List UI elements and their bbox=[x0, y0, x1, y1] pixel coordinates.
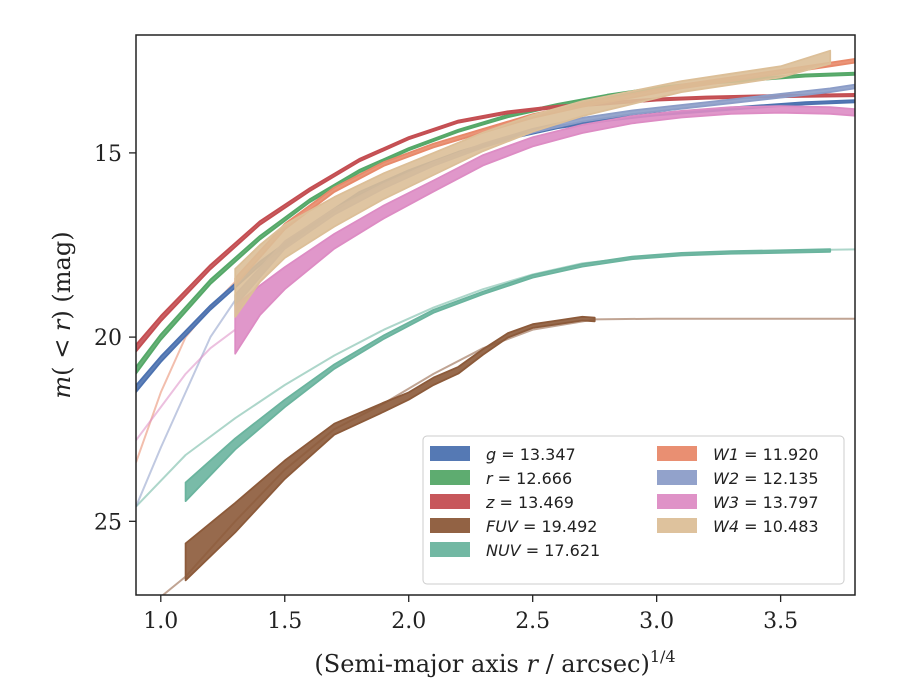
legend-label-g: g = 13.347 bbox=[486, 445, 576, 464]
legend-swatch-w4 bbox=[657, 518, 697, 533]
legend-swatch-nuv bbox=[430, 542, 470, 557]
x-tick-label: 3.5 bbox=[763, 609, 798, 634]
x-tick-label: 1.5 bbox=[267, 609, 302, 634]
legend-label-z: z = 13.469 bbox=[485, 493, 574, 512]
y-tick-label: 25 bbox=[94, 510, 122, 535]
series-nuv-band bbox=[184, 248, 832, 503]
legend-swatch-r bbox=[430, 470, 470, 485]
legend-label-r: r = 12.666 bbox=[486, 469, 572, 488]
legend-label-nuv: NUV = 17.621 bbox=[486, 541, 600, 560]
x-tick-label: 2.5 bbox=[515, 609, 550, 634]
legend: g = 13.347 r = 12.666 z = 13.469 FUV = 19.4… bbox=[422, 435, 845, 585]
legend-label-fuv: FUV = 19.492 bbox=[486, 517, 597, 536]
legend-frame bbox=[422, 435, 845, 585]
legend-label-w1: W1 = 11.920 bbox=[713, 445, 819, 464]
series-w4-band bbox=[234, 49, 832, 318]
legend-label-w2: W2 = 12.135 bbox=[713, 469, 819, 488]
series-fuv-band bbox=[184, 315, 596, 582]
curve-bands bbox=[136, 49, 855, 582]
legend-swatch-w2 bbox=[657, 470, 697, 485]
legend-swatch-z bbox=[430, 494, 470, 509]
x-tick-label: 2.0 bbox=[391, 609, 426, 634]
series-w2-extension bbox=[136, 299, 237, 507]
x-axis-label: (Semi-major axis r / arcsec)1/4 bbox=[314, 647, 675, 678]
legend-swatch-fuv bbox=[430, 518, 470, 533]
y-axis-label: m( < r) (mag) bbox=[48, 231, 76, 398]
legend-swatch-g bbox=[430, 446, 470, 461]
y-tick-label: 20 bbox=[94, 326, 122, 351]
series-w3-extension bbox=[136, 328, 236, 441]
plot-frame bbox=[135, 34, 856, 596]
legend-label-w4: W4 = 10.483 bbox=[713, 517, 819, 536]
y-tick-label: 15 bbox=[94, 142, 122, 167]
x-tick-label: 3.0 bbox=[639, 609, 674, 634]
series-z-band bbox=[136, 93, 855, 353]
series-w3-band bbox=[234, 105, 855, 355]
legend-swatch-w3 bbox=[657, 494, 697, 509]
series-w1-band bbox=[234, 58, 855, 287]
x-tick-label: 1.0 bbox=[143, 609, 178, 634]
legend-swatch-w1 bbox=[657, 446, 697, 461]
legend-label-w3: W3 = 13.797 bbox=[713, 493, 819, 512]
axis-ticks: 1.0 1.5 2.0 2.5 3.0 3.5 15 20 25 bbox=[94, 142, 798, 634]
